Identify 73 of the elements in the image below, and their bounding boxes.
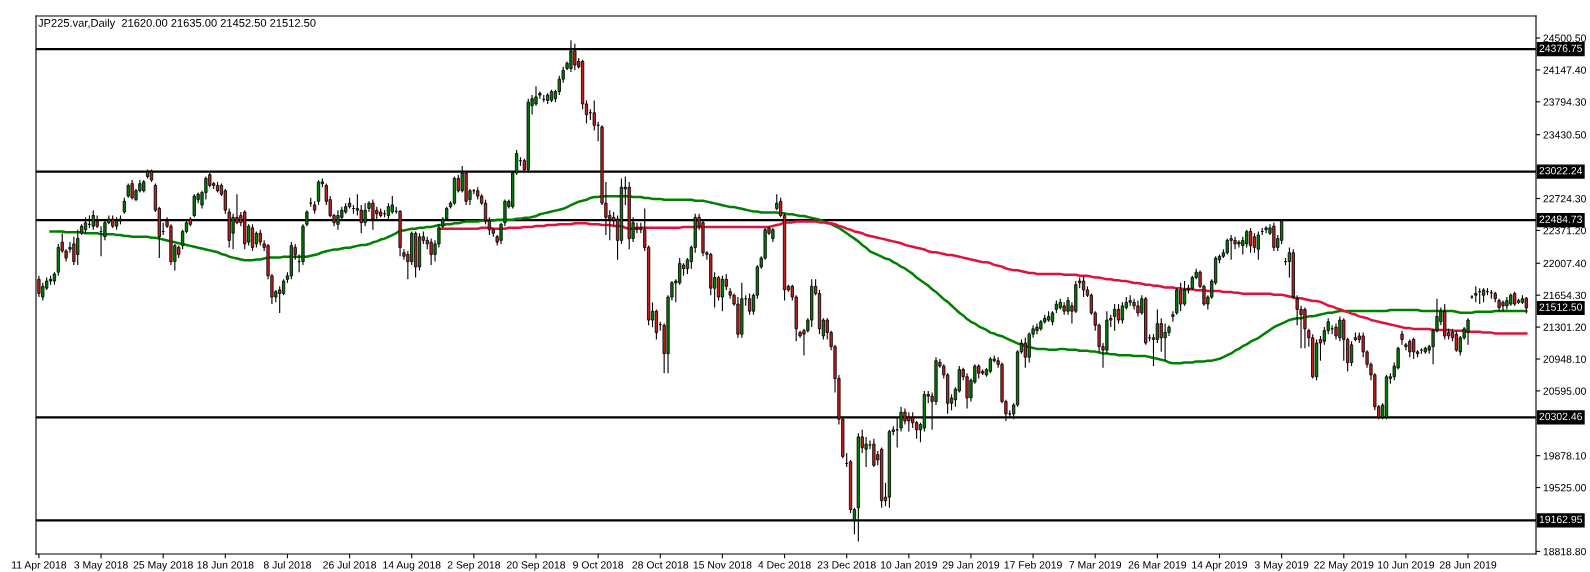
- y-tick-label: 22724.30: [1543, 195, 1586, 203]
- candlestick: [1454, 330, 1459, 353]
- x-tick-label: 4 Dec 2018: [758, 561, 811, 569]
- candlestick: [1466, 317, 1470, 346]
- candlestick: [965, 372, 969, 410]
- x-tick-label: 10 Jan 2019: [880, 561, 937, 569]
- candlestick: [1120, 301, 1125, 325]
- candlestick: [872, 438, 876, 468]
- x-tick-label: 17 Feb 2019: [1004, 560, 1062, 569]
- x-tick-label: 29 Jan 2019: [942, 561, 1000, 569]
- x-tick-label: 7 Mar 2019: [1069, 561, 1122, 569]
- y-tick-label: 19878.10: [1543, 452, 1586, 460]
- y-tick-label: 22007.40: [1543, 259, 1586, 268]
- chart-title: JP225.var,Daily 21620.00 21635.00 21452.50 21512.50: [38, 18, 316, 30]
- candlestick: [1229, 234, 1233, 261]
- x-tick-label: 11 Apr 2018: [12, 561, 67, 571]
- y-tick-label: 21654.30: [1543, 291, 1586, 300]
- candlestick: [1338, 315, 1342, 342]
- ref-line-label: 23022.24: [1539, 167, 1583, 175]
- ref-line-label: 19162.95: [1539, 515, 1583, 524]
- candlestick: [429, 238, 433, 266]
- ref-line-label: 24376.75: [1539, 44, 1583, 52]
- candlestick: [1412, 337, 1416, 360]
- candlestick: [1252, 232, 1257, 254]
- candlestick: [1349, 340, 1354, 367]
- candlestick: [1116, 303, 1121, 325]
- candlestick: [1264, 225, 1268, 234]
- x-tick-label: 15 Nov 2018: [693, 561, 752, 569]
- x-tick-label: 20 Sep 2018: [506, 561, 566, 571]
- candlestick: [1272, 222, 1276, 252]
- candlestick: [716, 275, 721, 302]
- x-tick-label: 14 Aug 2018: [383, 561, 441, 571]
- y-tick-label: 18818.80: [1543, 547, 1586, 556]
- candlestick: [1163, 323, 1167, 362]
- x-tick-label: 23 Dec 2018: [817, 561, 876, 569]
- candlestick: [192, 193, 196, 218]
- y-tick-label: 19525.00: [1543, 484, 1586, 492]
- y-tick-label: 23430.50: [1543, 131, 1586, 139]
- x-tick-label: 22 May 2019: [1314, 561, 1374, 571]
- candlestick: [1400, 330, 1404, 346]
- candlestick: [1470, 294, 1474, 300]
- candlestick: [678, 257, 682, 286]
- x-tick-label: 8 Jul 2018: [263, 560, 312, 569]
- candlestick: [1303, 307, 1307, 349]
- x-tick-label: 28 Oct 2018: [632, 561, 689, 569]
- x-tick-label: 3 May 2019: [1254, 561, 1309, 571]
- x-tick-label: 26 Jul 2018: [323, 560, 377, 569]
- y-tick-label: 23794.30: [1543, 98, 1586, 106]
- x-tick-label: 18 Jun 2018: [197, 561, 254, 569]
- candlestick: [1155, 308, 1159, 344]
- candlestick: [130, 179, 134, 201]
- x-tick-label: 10 Jun 2019: [1378, 561, 1435, 569]
- text: 21512.50: [1539, 303, 1583, 311]
- x-tick-label: 2 Sep 2018: [447, 561, 501, 571]
- candlestick: [1023, 337, 1027, 369]
- x-tick-label: 3 May 2018: [74, 561, 128, 571]
- candlestick: [76, 229, 80, 266]
- y-tick-label: 24147.40: [1543, 66, 1586, 74]
- y-tick-label: 24500.50: [1543, 34, 1586, 42]
- y-tick-label: 21301.20: [1543, 323, 1586, 331]
- ref-line-label: 22484.73: [1539, 215, 1582, 223]
- y-tick-label: 22371.20: [1543, 226, 1586, 235]
- x-tick-label: 25 May 2018: [133, 561, 193, 571]
- candlestick: [1179, 282, 1183, 312]
- y-tick-label: 20595.00: [1543, 387, 1586, 395]
- candlestick: [1113, 303, 1117, 332]
- y-tick-label: 20948.10: [1543, 355, 1586, 363]
- x-tick-label: 28 Jun 2019: [1439, 561, 1497, 569]
- x-tick-label: 14 Apr 2019: [1192, 561, 1248, 571]
- x-tick-label: 26 Mar 2019: [1128, 561, 1187, 569]
- x-tick-label: 9 Oct 2018: [573, 561, 624, 569]
- candlestick: [1256, 230, 1260, 261]
- ref-line-label: 20302.46: [1539, 412, 1582, 421]
